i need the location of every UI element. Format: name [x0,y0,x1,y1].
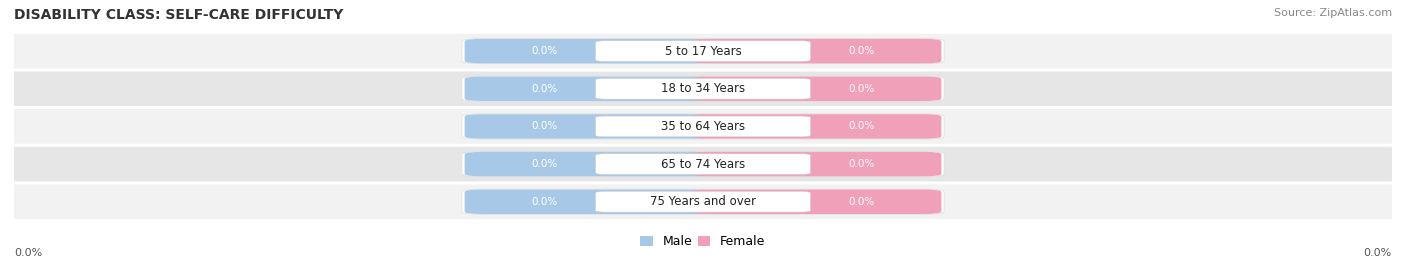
Text: 65 to 74 Years: 65 to 74 Years [661,158,745,171]
Text: 0.0%: 0.0% [848,197,875,207]
FancyBboxPatch shape [461,38,945,64]
Text: 75 Years and over: 75 Years and over [650,195,756,208]
FancyBboxPatch shape [596,192,810,212]
FancyBboxPatch shape [464,77,714,101]
Text: 0.0%: 0.0% [531,197,558,207]
Legend: Male, Female: Male, Female [641,235,765,248]
FancyBboxPatch shape [692,39,942,63]
Text: 0.0%: 0.0% [1364,248,1392,258]
Text: 0.0%: 0.0% [848,46,875,56]
Text: Source: ZipAtlas.com: Source: ZipAtlas.com [1274,8,1392,18]
FancyBboxPatch shape [14,72,1392,106]
FancyBboxPatch shape [692,114,942,139]
Text: 0.0%: 0.0% [848,159,875,169]
FancyBboxPatch shape [461,151,945,177]
FancyBboxPatch shape [461,76,945,101]
FancyBboxPatch shape [14,185,1392,219]
Text: 0.0%: 0.0% [531,159,558,169]
FancyBboxPatch shape [464,114,714,139]
Text: 0.0%: 0.0% [531,84,558,94]
FancyBboxPatch shape [464,189,714,214]
FancyBboxPatch shape [14,34,1392,68]
FancyBboxPatch shape [596,79,810,99]
FancyBboxPatch shape [14,109,1392,144]
FancyBboxPatch shape [596,116,810,137]
Text: 5 to 17 Years: 5 to 17 Years [665,45,741,58]
Text: 35 to 64 Years: 35 to 64 Years [661,120,745,133]
FancyBboxPatch shape [14,147,1392,181]
FancyBboxPatch shape [461,189,945,214]
Text: 0.0%: 0.0% [531,46,558,56]
FancyBboxPatch shape [692,152,942,176]
Text: 0.0%: 0.0% [531,121,558,132]
FancyBboxPatch shape [692,189,942,214]
FancyBboxPatch shape [464,152,714,176]
Text: 0.0%: 0.0% [848,84,875,94]
FancyBboxPatch shape [461,114,945,139]
Text: DISABILITY CLASS: SELF-CARE DIFFICULTY: DISABILITY CLASS: SELF-CARE DIFFICULTY [14,8,343,22]
FancyBboxPatch shape [464,39,714,63]
Text: 18 to 34 Years: 18 to 34 Years [661,82,745,95]
Text: 0.0%: 0.0% [848,121,875,132]
FancyBboxPatch shape [596,41,810,62]
FancyBboxPatch shape [692,77,942,101]
Text: 0.0%: 0.0% [14,248,42,258]
FancyBboxPatch shape [596,154,810,174]
